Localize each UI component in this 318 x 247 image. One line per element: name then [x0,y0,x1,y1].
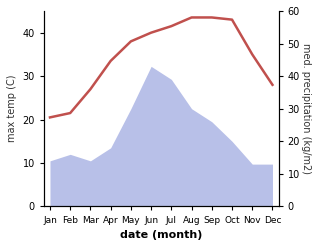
Y-axis label: max temp (C): max temp (C) [7,75,17,143]
Y-axis label: med. precipitation (kg/m2): med. precipitation (kg/m2) [301,43,311,174]
X-axis label: date (month): date (month) [120,230,203,240]
